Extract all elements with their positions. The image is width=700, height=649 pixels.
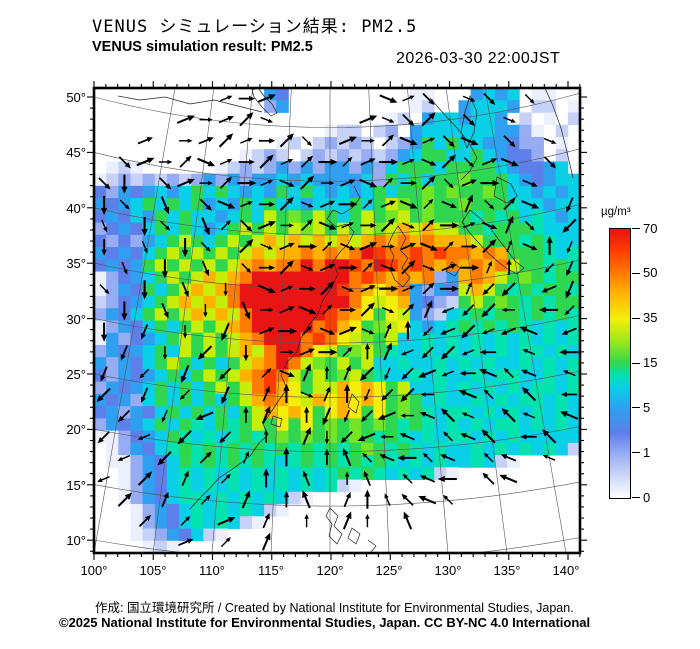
page-title-english: VENUS simulation result: PM2.5 — [92, 39, 313, 55]
lat-tick-label: 15° — [66, 477, 86, 493]
colorbar-tick-label: 70 — [643, 220, 658, 236]
colorbar-tick-label: 5 — [643, 399, 651, 415]
colorbar-tick-label: 0 — [643, 489, 651, 505]
lat-tick-label: 30° — [66, 311, 86, 327]
axis-ticks — [87, 81, 587, 560]
colorbar-tick — [632, 362, 640, 364]
colorbar-tick-label: 50 — [643, 265, 658, 281]
colorbar-tick-label: 1 — [643, 444, 651, 460]
colorbar-tick-label: 35 — [643, 310, 658, 326]
lon-tick-label: 125° — [375, 563, 403, 578]
map-inner — [94, 88, 580, 553]
lat-tick-label: 25° — [66, 366, 86, 382]
colorbar-tick — [632, 407, 640, 409]
lat-tick-label: 45° — [66, 145, 86, 161]
lon-tick-label: 135° — [493, 563, 521, 578]
map-frame — [92, 86, 582, 555]
colorbar-tick-label: 15 — [643, 355, 658, 370]
credit-line: 作成: 国立環境研究所 / Created by National Instit… — [95, 601, 574, 615]
copyright-line: ©2025 National Institute for Environment… — [59, 615, 591, 630]
lat-tick-label: 20° — [66, 422, 86, 438]
lat-tick-label: 50° — [66, 90, 86, 105]
graticule-layer — [94, 88, 580, 553]
colorbar-gradient — [609, 228, 631, 499]
colorbar-tick — [632, 228, 640, 229]
pm25-heatmap-layer — [94, 88, 580, 553]
lon-tick-label: 115° — [258, 563, 284, 578]
lon-tick-label: 105° — [139, 563, 167, 578]
colorbar-unit-label: µg/m³ — [601, 206, 631, 218]
lon-tick-label: 110° — [199, 563, 225, 578]
lon-tick-label: 140° — [552, 563, 580, 578]
lon-tick-label: 130° — [434, 563, 462, 578]
colorbar-tick — [632, 497, 640, 498]
colorbar-tick — [632, 452, 640, 454]
colorbar-tick — [632, 317, 640, 319]
lat-tick-label: 35° — [66, 256, 86, 272]
page-title-japanese: VENUS シミュレーション結果: PM2.5 — [92, 17, 418, 37]
timestamp: 2026-03-30 22:00JST — [396, 50, 561, 67]
colorbar-tick — [632, 272, 640, 274]
wind-arrow-layer — [96, 92, 579, 551]
lon-tick-label: 120° — [316, 563, 344, 578]
lat-tick-label: 10° — [66, 533, 86, 548]
lat-tick-label: 40° — [66, 200, 86, 216]
lon-tick-label: 100° — [80, 563, 108, 578]
